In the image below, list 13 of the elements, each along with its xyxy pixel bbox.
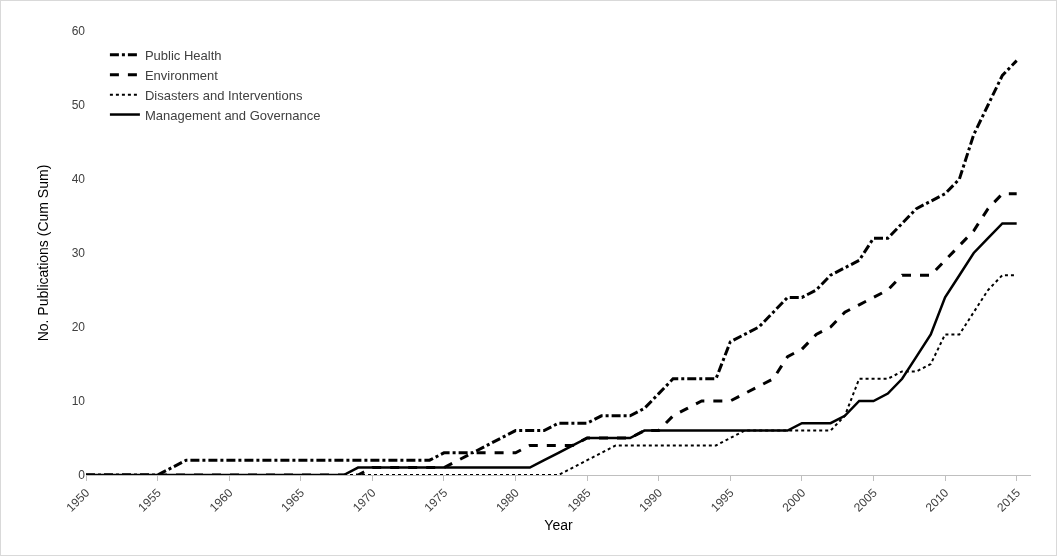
y-tick-label: 60 [71, 24, 86, 39]
x-axis-title: Year [544, 516, 573, 533]
legend-label: Disasters and Interventions [144, 87, 303, 103]
y-axis-title: No. Publications (Cum Sum) [35, 164, 51, 342]
legend-label: Public Health [144, 47, 222, 63]
y-tick-label: 40 [71, 172, 86, 187]
y-tick-label: 30 [71, 246, 86, 261]
y-tick-label: 20 [71, 320, 86, 335]
legend-label: Management and Governance [144, 107, 321, 123]
y-tick-label: 50 [71, 98, 86, 113]
y-tick-label: 0 [78, 468, 86, 483]
legend-label: Environment [144, 67, 219, 83]
y-tick-label: 10 [71, 394, 86, 409]
